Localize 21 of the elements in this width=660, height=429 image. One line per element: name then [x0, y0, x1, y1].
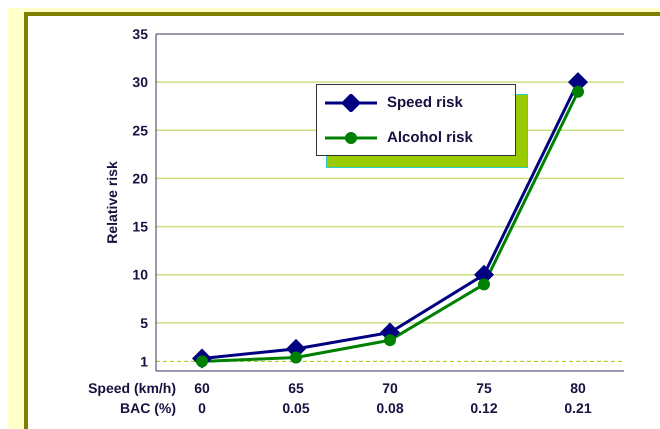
- legend-label: Speed risk: [387, 94, 463, 111]
- y-tick-label: 1: [140, 353, 148, 370]
- y-tick-label: 10: [132, 266, 148, 283]
- x-tick-label: 70 0.08: [376, 380, 404, 416]
- y-tick-label: 30: [132, 74, 148, 90]
- legend-label: Alcohol risk: [387, 129, 473, 146]
- point: [478, 278, 490, 290]
- x-tick-label: 60 0: [194, 380, 210, 416]
- y-tick-label: 35: [132, 26, 148, 42]
- point: [572, 86, 584, 98]
- y-tick-label: 25: [132, 122, 148, 138]
- x-tick-label: 80 0.21: [564, 380, 592, 416]
- y-axis-title: Relative risk: [104, 161, 120, 244]
- point: [384, 334, 396, 346]
- y-tick-label: 5: [140, 314, 148, 331]
- y-tick-label: 20: [132, 170, 148, 186]
- x-axis-title: Speed (km/h) BAC (%): [87, 379, 176, 418]
- x-tick-label: 65 0.05: [282, 380, 310, 416]
- x-tick-label: 75 0.12: [470, 380, 498, 416]
- point: [290, 352, 302, 364]
- y-tick-label: 15: [132, 218, 148, 235]
